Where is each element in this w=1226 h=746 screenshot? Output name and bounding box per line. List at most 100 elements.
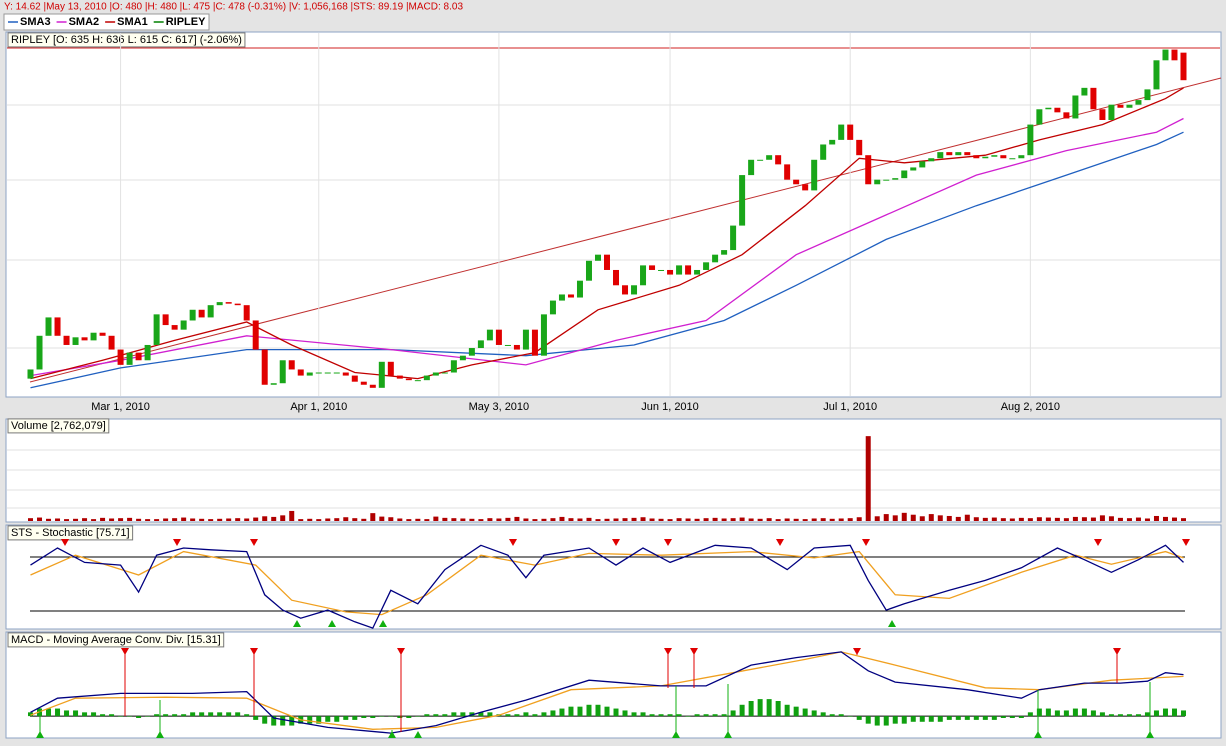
panel-title-box <box>7 32 246 48</box>
histogram-bar <box>469 712 475 717</box>
candle <box>1027 124 1034 156</box>
candle <box>1081 87 1088 96</box>
candle <box>180 320 187 330</box>
volume-bar <box>568 518 574 521</box>
volume-bar <box>433 516 439 521</box>
volume-bar <box>190 518 196 521</box>
histogram-bar <box>352 716 358 720</box>
volume-bar <box>370 513 376 521</box>
volume-bar <box>865 436 871 521</box>
histogram-bar <box>415 716 421 717</box>
histogram-bar <box>604 706 610 717</box>
panel-title-box <box>7 525 134 541</box>
volume-bar <box>559 516 565 521</box>
volume-bar <box>577 518 583 521</box>
volume-bar <box>829 518 835 521</box>
candle <box>982 156 989 159</box>
volume-bar <box>154 519 160 521</box>
signal-marker <box>121 648 129 655</box>
histogram-bar <box>64 710 70 717</box>
histogram-bar <box>325 716 331 722</box>
histogram-bar <box>541 712 547 717</box>
histogram-bar <box>550 710 556 717</box>
plot: RIPLEY [O: 635 H: 636 L: 615 C: 617] (-2… <box>7 32 1190 738</box>
volume-bar <box>748 518 754 521</box>
candle <box>784 164 791 180</box>
histogram-bar <box>1081 708 1087 717</box>
histogram-bar <box>1180 710 1186 717</box>
x-tick-label: Aug 2, 2010 <box>1001 401 1060 413</box>
histogram-bar <box>829 714 835 717</box>
candle <box>991 155 998 157</box>
histogram-bar <box>568 706 574 717</box>
histogram-bar <box>28 712 34 717</box>
volume-bar <box>550 518 556 521</box>
histogram-bar <box>1000 716 1006 718</box>
histogram-bar <box>316 716 322 724</box>
histogram-bar <box>874 716 880 726</box>
signal-marker <box>173 539 181 546</box>
volume-bar <box>388 517 394 521</box>
volume-bar <box>145 519 151 521</box>
volume-bar <box>919 516 925 521</box>
indicator-line <box>30 117 1184 377</box>
candle <box>270 383 277 385</box>
histogram-bar <box>937 716 943 722</box>
volume-bar <box>271 516 277 521</box>
candle <box>243 305 250 321</box>
candle <box>730 225 737 251</box>
candle <box>1099 109 1106 120</box>
volume-bar <box>496 518 502 521</box>
candle <box>252 320 259 350</box>
legend-label: RIPLEY <box>166 16 206 28</box>
histogram-bar <box>433 714 439 717</box>
volume-bar <box>1171 517 1177 521</box>
volume-bar <box>307 518 313 521</box>
price-panel <box>5 31 1222 398</box>
candle <box>504 344 511 346</box>
candle <box>234 303 241 306</box>
candle <box>315 372 322 374</box>
signal-marker <box>672 731 680 738</box>
volume-bar <box>91 519 97 521</box>
volume-bar <box>640 517 646 521</box>
signal-marker <box>853 648 861 655</box>
candle <box>171 325 178 330</box>
candle <box>793 179 800 185</box>
histogram-bar <box>631 712 637 717</box>
volume-bar <box>757 518 763 521</box>
candle <box>847 124 854 140</box>
candle <box>576 280 583 298</box>
signal-marker <box>509 539 517 546</box>
volume-bar <box>127 517 133 521</box>
histogram-bar <box>748 701 754 717</box>
histogram-bar <box>1045 708 1051 717</box>
volume-bar <box>721 518 727 521</box>
histogram-bar <box>442 714 448 717</box>
histogram-bar <box>1162 708 1168 717</box>
candle <box>594 254 601 261</box>
volume-bar <box>964 514 970 521</box>
volume-bar <box>1126 518 1132 521</box>
signal-marker <box>250 648 258 655</box>
x-tick-label: May 3, 2010 <box>469 401 530 413</box>
candle <box>775 155 782 165</box>
candle <box>549 300 556 315</box>
candle <box>117 349 124 365</box>
histogram-bar <box>1135 714 1141 717</box>
candle <box>946 152 953 156</box>
histogram-bar <box>1018 716 1024 718</box>
histogram-bar <box>154 714 160 717</box>
histogram-bar <box>226 712 232 717</box>
signal-marker <box>888 620 896 627</box>
histogram-bar <box>208 712 214 717</box>
histogram-bar <box>1144 712 1150 717</box>
volume-bar <box>946 515 952 521</box>
candle <box>1108 104 1115 120</box>
histogram-bar <box>757 699 763 717</box>
volume-bar <box>703 518 709 521</box>
x-tick-label: Jul 1, 2010 <box>823 401 877 413</box>
candle <box>459 355 466 361</box>
volume-bar <box>604 518 610 521</box>
volume-bar <box>235 518 241 521</box>
